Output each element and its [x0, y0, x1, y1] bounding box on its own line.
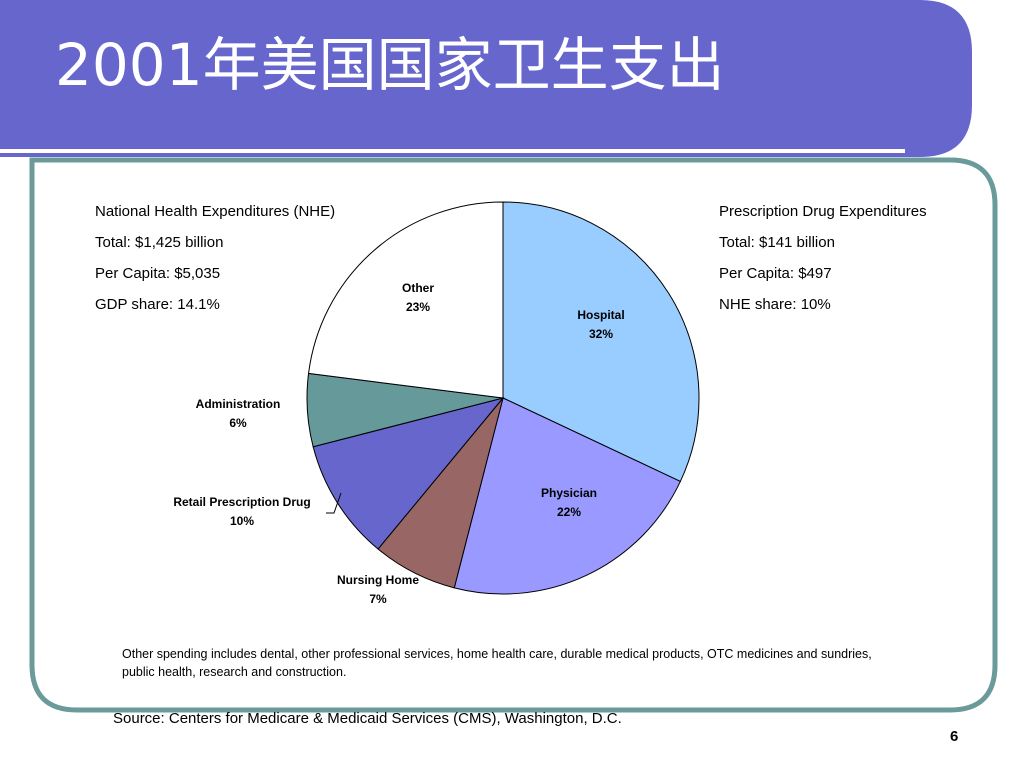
slice-name-hospital: Hospital [577, 308, 624, 322]
slice-name-nursing-home: Nursing Home [337, 573, 419, 587]
pie-slice-other [307, 201, 504, 399]
slice-value-administration: 6% [229, 416, 247, 430]
title-accent-line [0, 149, 905, 153]
rx-per-capita: Per Capita: $497 [719, 265, 832, 282]
slice-value-nursing-home: 7% [369, 592, 387, 606]
slice-name-other: Other [402, 281, 434, 295]
footnote: Other spending includes dental, other pr… [122, 647, 872, 679]
slice-value-other: 23% [406, 300, 430, 314]
nhe-per-capita: Per Capita: $5,035 [95, 265, 221, 282]
slice-value-physician: 22% [557, 505, 581, 519]
slice-name-retail-prescription-drug: Retail Prescription Drug [173, 495, 310, 509]
title-bar [0, 0, 972, 157]
slice-name-administration: Administration [196, 397, 281, 411]
nhe-summary: National Health Expenditures (NHE) Total… [95, 196, 335, 320]
rx-summary: Prescription Drug Expenditures Total: $1… [719, 196, 927, 320]
slice-name-physician: Physician [541, 486, 597, 500]
rx-heading: Prescription Drug Expenditures [719, 203, 927, 220]
nhe-heading: National Health Expenditures (NHE) [95, 203, 336, 220]
pie-slice-hospital [502, 201, 700, 483]
pie-slices [306, 201, 700, 595]
nhe-total: Total: $1,425 billion [95, 234, 224, 251]
slice-value-hospital: 32% [589, 327, 613, 341]
rx-nhe-share: NHE share: 10% [719, 296, 831, 313]
content-frame [29, 157, 998, 713]
rx-total: Total: $141 billion [719, 234, 835, 251]
pie-slice-physician [453, 397, 682, 595]
slice-value-retail-prescription-drug: 10% [230, 514, 254, 528]
leader-line-retail-prescription-drug [326, 492, 342, 514]
nhe-gdp-share: GDP share: 14.1% [95, 296, 220, 313]
page-number: 6 [950, 728, 959, 745]
pie-labels: Hospital 32% Physician 22% Nursing Home 7% Ret… [173, 281, 624, 606]
slide-title: 2001年美国国家卫生支出 [55, 31, 725, 99]
source-note: Source: Centers for Medicare & Medicaid … [113, 710, 622, 727]
